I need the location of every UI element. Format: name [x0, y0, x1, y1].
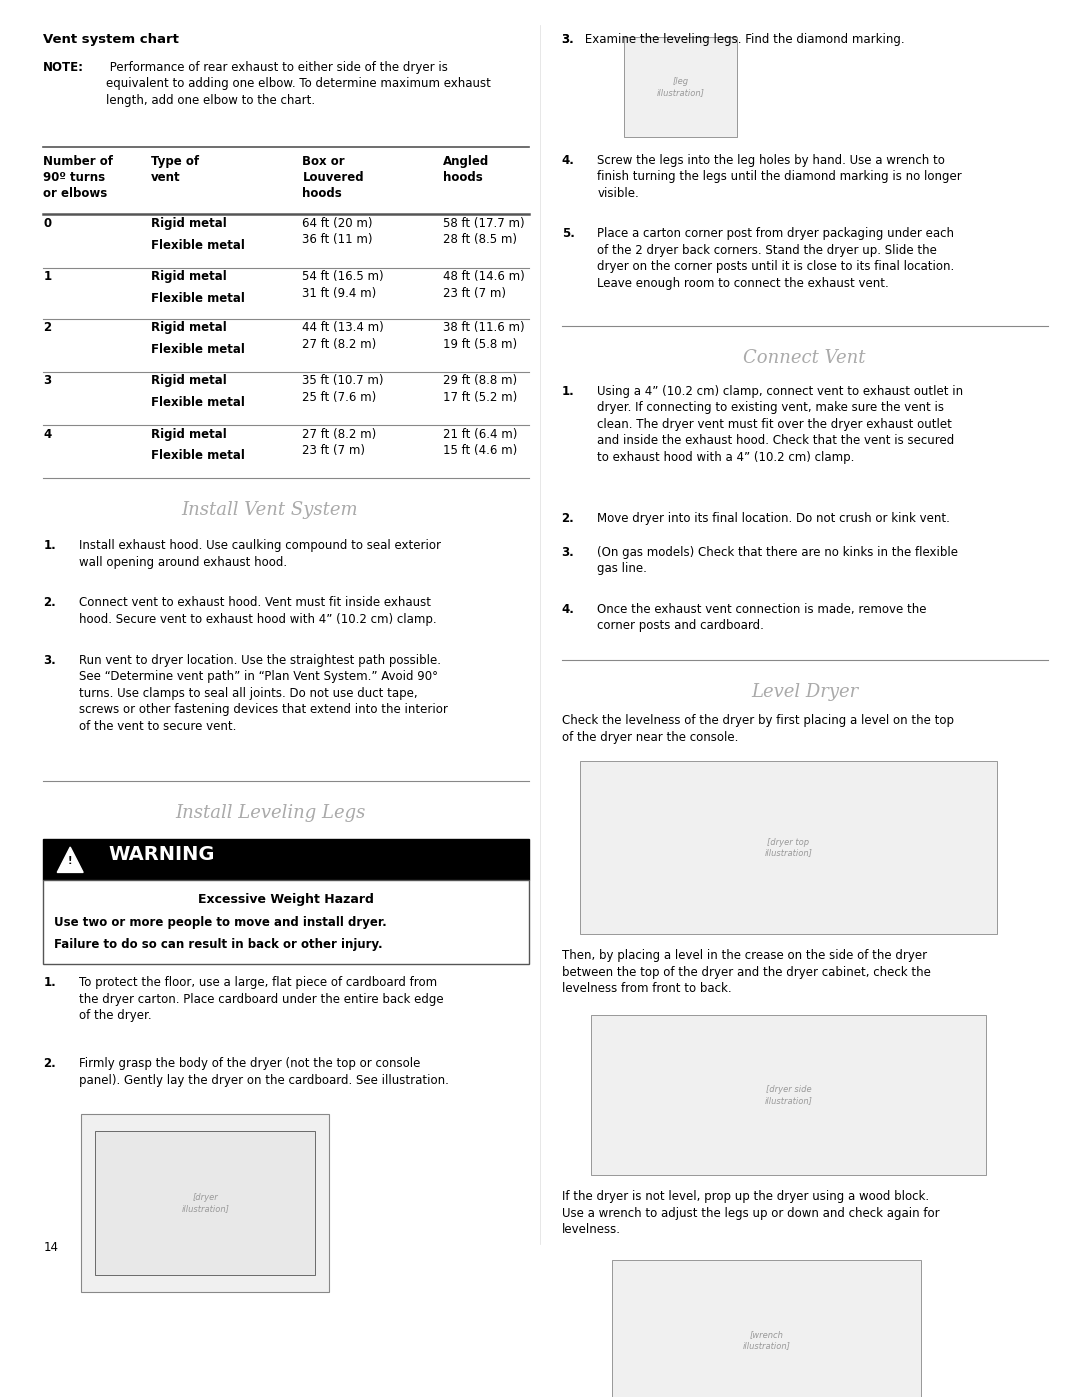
Text: 3.: 3.	[562, 546, 575, 559]
Text: 54 ft (16.5 m)
31 ft (9.4 m): 54 ft (16.5 m) 31 ft (9.4 m)	[302, 270, 384, 300]
Text: Flexible metal: Flexible metal	[151, 395, 245, 409]
FancyBboxPatch shape	[624, 36, 737, 137]
Text: Failure to do so can result in back or other injury.: Failure to do so can result in back or o…	[54, 939, 382, 951]
Text: Flexible metal: Flexible metal	[151, 450, 245, 462]
Text: 3. Examine the leveling legs. Find the diamond marking.: 3. Examine the leveling legs. Find the d…	[562, 34, 904, 46]
Text: Install Leveling Legs: Install Leveling Legs	[175, 803, 365, 821]
Text: [dryer
illustration]: [dryer illustration]	[181, 1193, 229, 1213]
Text: 3.: 3.	[43, 654, 56, 666]
Text: (On gas models) Check that there are no kinks in the flexible
gas line.: (On gas models) Check that there are no …	[597, 546, 958, 576]
Text: 21 ft (6.4 m)
15 ft (4.6 m): 21 ft (6.4 m) 15 ft (4.6 m)	[443, 427, 517, 457]
Text: Rigid metal: Rigid metal	[151, 427, 227, 440]
Text: Flexible metal: Flexible metal	[151, 342, 245, 356]
Text: 5.: 5.	[562, 228, 575, 240]
Text: 2.: 2.	[43, 1058, 56, 1070]
FancyBboxPatch shape	[43, 840, 529, 880]
Text: Then, by placing a level in the crease on the side of the dryer
between the top : Then, by placing a level in the crease o…	[562, 949, 931, 995]
Text: If the dryer is not level, prop up the dryer using a wood block.
Use a wrench to: If the dryer is not level, prop up the d…	[562, 1190, 940, 1236]
Text: 44 ft (13.4 m)
27 ft (8.2 m): 44 ft (13.4 m) 27 ft (8.2 m)	[302, 321, 384, 351]
FancyBboxPatch shape	[591, 1016, 986, 1175]
Text: [dryer top
illustration]: [dryer top illustration]	[765, 838, 812, 858]
Text: 2.: 2.	[43, 597, 56, 609]
Text: Rigid metal: Rigid metal	[151, 321, 227, 334]
Text: Connect vent to exhaust hood. Vent must fit inside exhaust
hood. Secure vent to : Connect vent to exhaust hood. Vent must …	[79, 597, 436, 626]
Text: Flexible metal: Flexible metal	[151, 239, 245, 251]
Text: 14: 14	[43, 1241, 58, 1253]
Text: 1.: 1.	[43, 539, 56, 552]
FancyBboxPatch shape	[43, 880, 529, 964]
Text: Using a 4” (10.2 cm) clamp, connect vent to exhaust outlet in
dryer. If connecti: Using a 4” (10.2 cm) clamp, connect vent…	[597, 384, 963, 464]
Text: 29 ft (8.8 m)
17 ft (5.2 m): 29 ft (8.8 m) 17 ft (5.2 m)	[443, 374, 517, 404]
Text: Screw the legs into the leg holes by hand. Use a wrench to
finish turning the le: Screw the legs into the leg holes by han…	[597, 154, 962, 200]
Text: 58 ft (17.7 m)
28 ft (8.5 m): 58 ft (17.7 m) 28 ft (8.5 m)	[443, 217, 525, 246]
Text: Install Vent System: Install Vent System	[181, 502, 359, 520]
Text: Performance of rear exhaust to either side of the dryer is
equivalent to adding : Performance of rear exhaust to either si…	[106, 61, 490, 108]
Text: To protect the floor, use a large, flat piece of cardboard from
the dryer carton: To protect the floor, use a large, flat …	[79, 977, 444, 1023]
Text: 1.: 1.	[43, 977, 56, 989]
Text: Rigid metal: Rigid metal	[151, 270, 227, 284]
Text: [leg
illustration]: [leg illustration]	[657, 77, 704, 96]
Text: Level Dryer: Level Dryer	[751, 683, 859, 701]
Text: 27 ft (8.2 m)
23 ft (7 m): 27 ft (8.2 m) 23 ft (7 m)	[302, 427, 377, 457]
Text: 3.: 3.	[562, 34, 575, 46]
Text: 2: 2	[43, 321, 52, 334]
FancyBboxPatch shape	[81, 1115, 329, 1292]
Text: 3: 3	[43, 374, 52, 387]
Text: Move dryer into its final location. Do not crush or kink vent.: Move dryer into its final location. Do n…	[597, 513, 950, 525]
Text: Place a carton corner post from dryer packaging under each
of the 2 dryer back c: Place a carton corner post from dryer pa…	[597, 228, 955, 289]
Text: Check the levelness of the dryer by first placing a level on the top
of the drye: Check the levelness of the dryer by firs…	[562, 714, 954, 745]
Text: Number of
90º turns
or elbows: Number of 90º turns or elbows	[43, 155, 113, 200]
Text: Install exhaust hood. Use caulking compound to seal exterior
wall opening around: Install exhaust hood. Use caulking compo…	[79, 539, 441, 569]
Text: 4: 4	[43, 427, 52, 440]
Text: Connect Vent: Connect Vent	[743, 349, 866, 367]
Text: Flexible metal: Flexible metal	[151, 292, 245, 305]
Text: NOTE:: NOTE:	[43, 61, 84, 74]
Text: Angled
hoods: Angled hoods	[443, 155, 489, 184]
FancyBboxPatch shape	[95, 1130, 315, 1275]
FancyBboxPatch shape	[612, 1260, 921, 1397]
Text: 1: 1	[43, 270, 52, 284]
Text: !: !	[68, 856, 72, 866]
Text: Type of
vent: Type of vent	[151, 155, 200, 184]
Text: Rigid metal: Rigid metal	[151, 217, 227, 231]
Text: Vent system chart: Vent system chart	[43, 34, 179, 46]
Text: 38 ft (11.6 m)
19 ft (5.8 m): 38 ft (11.6 m) 19 ft (5.8 m)	[443, 321, 525, 351]
FancyBboxPatch shape	[580, 761, 997, 935]
Text: 64 ft (20 m)
36 ft (11 m): 64 ft (20 m) 36 ft (11 m)	[302, 217, 373, 246]
Text: Firmly grasp the body of the dryer (not the top or console
panel). Gently lay th: Firmly grasp the body of the dryer (not …	[79, 1058, 448, 1087]
Text: Rigid metal: Rigid metal	[151, 374, 227, 387]
Polygon shape	[57, 847, 83, 873]
Text: 2.: 2.	[562, 513, 575, 525]
Text: Run vent to dryer location. Use the straightest path possible.
See “Determine ve: Run vent to dryer location. Use the stra…	[79, 654, 448, 732]
Text: Excessive Weight Hazard: Excessive Weight Hazard	[199, 893, 374, 905]
Text: Box or
Louvered
hoods: Box or Louvered hoods	[302, 155, 364, 200]
Text: WARNING: WARNING	[108, 845, 215, 865]
Text: 35 ft (10.7 m)
25 ft (7.6 m): 35 ft (10.7 m) 25 ft (7.6 m)	[302, 374, 383, 404]
Text: 4.: 4.	[562, 602, 575, 616]
Text: 48 ft (14.6 m)
23 ft (7 m): 48 ft (14.6 m) 23 ft (7 m)	[443, 270, 525, 300]
Text: [dryer side
illustration]: [dryer side illustration]	[765, 1085, 812, 1105]
Text: 1.: 1.	[562, 384, 575, 398]
Text: 4.: 4.	[562, 154, 575, 166]
Text: [wrench
illustration]: [wrench illustration]	[743, 1330, 791, 1350]
Text: Use two or more people to move and install dryer.: Use two or more people to move and insta…	[54, 915, 387, 929]
Text: 0: 0	[43, 217, 52, 231]
Text: Once the exhaust vent connection is made, remove the
corner posts and cardboard.: Once the exhaust vent connection is made…	[597, 602, 927, 633]
